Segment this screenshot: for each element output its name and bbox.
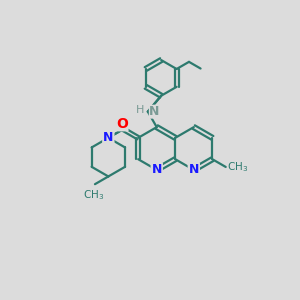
Text: CH$_3$: CH$_3$ (83, 188, 104, 202)
Text: H: H (136, 105, 144, 115)
Text: N: N (103, 131, 113, 144)
Text: N: N (189, 164, 199, 176)
Text: N: N (152, 164, 162, 176)
Text: N: N (149, 105, 160, 118)
Text: CH$_3$: CH$_3$ (227, 160, 248, 174)
Text: O: O (116, 117, 128, 131)
